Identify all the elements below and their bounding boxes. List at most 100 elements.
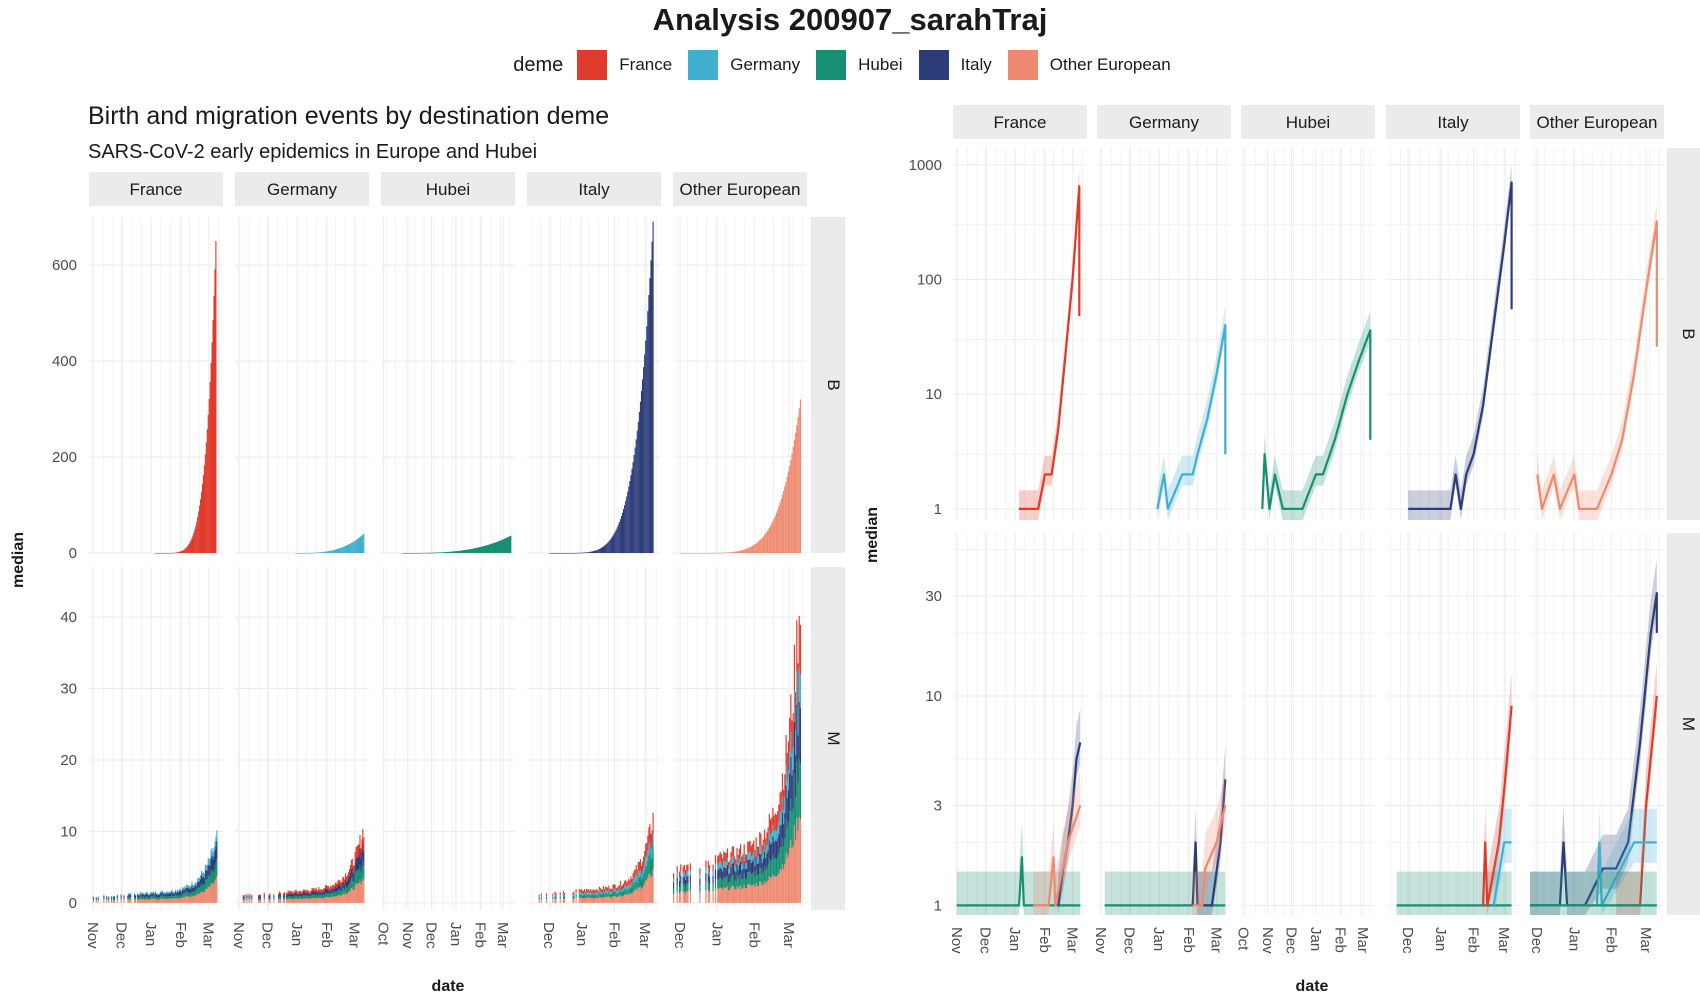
bar (792, 447, 794, 553)
bar-segment (743, 873, 745, 886)
left-row-label-b: B (824, 379, 843, 390)
bar (412, 552, 414, 554)
bar-segment (145, 893, 147, 897)
bar-segment (680, 864, 682, 872)
bar-segment (769, 877, 772, 903)
bar-segment (199, 887, 201, 894)
bar-segment (712, 883, 714, 892)
bar-segment (632, 884, 634, 892)
bar-segment (591, 895, 593, 899)
bar (483, 546, 485, 553)
bar-segment (288, 893, 290, 897)
bar (203, 465, 205, 553)
bar (330, 550, 332, 553)
right-facet-strip-bg-other-european (1530, 105, 1664, 139)
bar (589, 551, 591, 553)
bar (616, 527, 618, 553)
bar-segment (592, 892, 594, 895)
bar-segment (602, 892, 605, 897)
bar (797, 416, 799, 553)
bar-segment (360, 848, 362, 860)
bar-segment (578, 897, 580, 903)
bar-segment (351, 877, 353, 888)
bar-segment (796, 620, 798, 672)
bar (472, 548, 474, 553)
bar (585, 552, 587, 554)
bar (433, 552, 435, 554)
bar-segment (637, 877, 639, 888)
bar-segment (619, 880, 621, 886)
bar-segment (340, 891, 342, 896)
bar (694, 552, 696, 554)
bar-segment (195, 885, 197, 891)
bar-segment (769, 834, 772, 845)
bar-segment (795, 839, 797, 903)
bar (186, 546, 188, 553)
right-xtick-1-dec: Dec (1121, 927, 1138, 954)
bar-segment (589, 894, 591, 899)
bar-segment (299, 896, 301, 899)
bar-segment (311, 897, 313, 903)
bar (170, 552, 172, 554)
bar-segment (780, 811, 782, 825)
bar-segment (673, 882, 675, 889)
bar-segment (699, 878, 701, 886)
bar-segment (637, 861, 639, 871)
bar-segment (140, 899, 142, 903)
bar-segment (321, 895, 323, 899)
bar (767, 529, 769, 553)
bar (490, 543, 492, 553)
bar (725, 552, 727, 554)
bar-segment (142, 896, 144, 900)
bar (169, 552, 171, 554)
bar-segment (645, 865, 647, 881)
bar (414, 552, 416, 554)
bar (735, 551, 737, 553)
bar-segment (768, 829, 770, 841)
bar (356, 539, 358, 553)
bar-segment (111, 898, 113, 901)
bar-segment (173, 898, 175, 903)
bar (760, 539, 762, 553)
bar-segment (144, 894, 146, 896)
bar-segment (301, 899, 303, 903)
bar-segment (748, 884, 750, 903)
bar (649, 278, 651, 553)
bar (419, 552, 421, 554)
line-italy (1191, 779, 1227, 907)
bar (299, 552, 301, 554)
bar-segment (726, 875, 729, 887)
bar (437, 552, 439, 554)
bar-segment (359, 848, 361, 865)
bar-segment (323, 894, 325, 898)
bar-segment (634, 869, 636, 877)
bar-segment (582, 895, 585, 899)
right-facet-label-france: France (994, 113, 1047, 132)
bar-segment (786, 779, 788, 798)
bar-segment (317, 893, 319, 896)
bar-segment (797, 831, 799, 903)
bar-segment (578, 889, 580, 893)
bar-segment (103, 895, 105, 898)
bar-segment (165, 898, 167, 903)
right-panel-m-germany (1097, 533, 1231, 915)
bar-segment (319, 898, 321, 903)
bar-segment (191, 889, 193, 896)
bar-segment (310, 890, 312, 893)
bar-segment (555, 895, 557, 897)
ribbon-france (1019, 167, 1080, 520)
bar-segment (625, 894, 627, 903)
bar-segment (783, 789, 785, 811)
bar-segment (337, 895, 339, 903)
bar-segment (761, 862, 763, 875)
bar-segment (307, 895, 309, 899)
bar-segment (614, 888, 616, 892)
bar-segment (718, 863, 720, 869)
bar-segment (204, 879, 206, 889)
bar (714, 552, 717, 554)
bar-segment (729, 873, 731, 882)
bar-segment (625, 885, 627, 889)
bar (481, 546, 483, 553)
bar-segment (756, 874, 758, 887)
bar-segment (259, 896, 261, 899)
